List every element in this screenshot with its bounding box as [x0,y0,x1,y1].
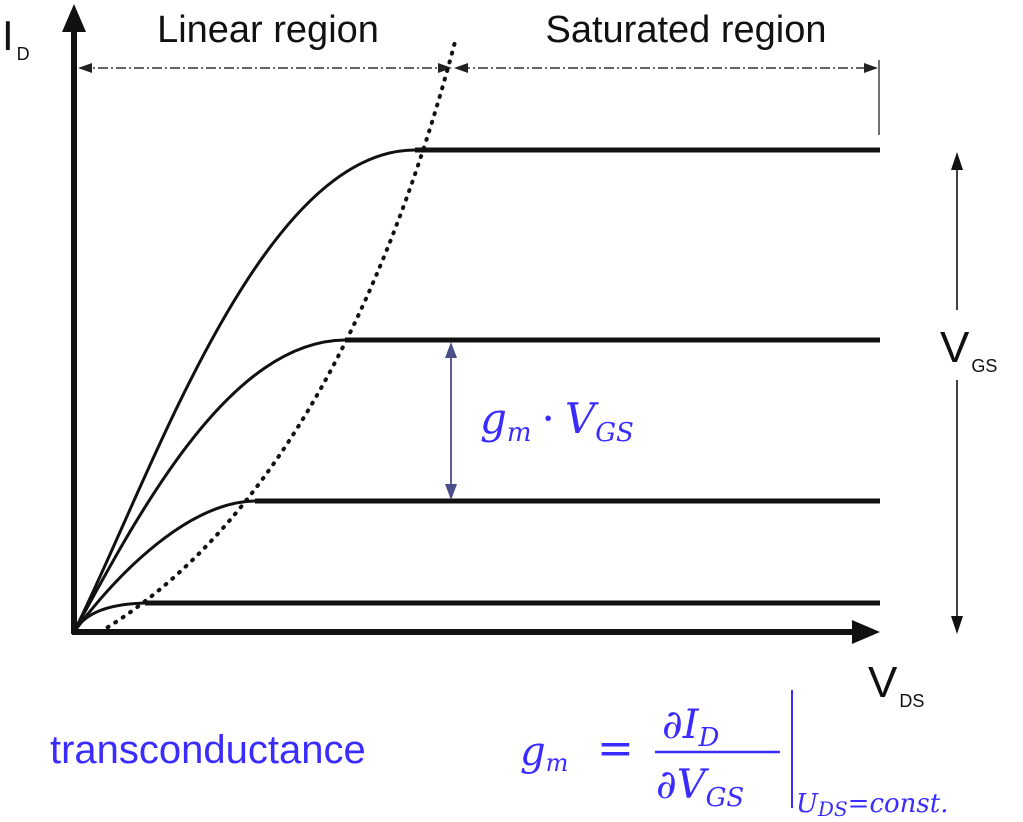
transconductance-word: transconductance [50,728,366,772]
saturated-region-label: Saturated region [546,9,827,51]
vgs-arrowhead-bottom [951,616,963,634]
saturated-right-arrowhead [864,63,878,73]
gm-arrowhead-top [445,342,457,358]
x-axis-label: V DS [868,658,924,711]
vgs-arrowhead-top [951,152,963,170]
saturation-boundary-curve [98,40,457,634]
gm-arrowhead-bottom [445,484,457,500]
characteristic-curve-4 [72,148,416,633]
characteristic-curve-3 [72,338,346,633]
gm-step-label: gm · VGS [480,394,634,448]
formula-equals: = [597,723,634,774]
vgs-label: V GS [940,323,997,376]
linear-right-arrowhead [438,63,452,73]
formula-denominator: ∂VGS [656,762,744,813]
characteristic-curve-2 [72,499,256,633]
vgs-label-background [935,310,1023,380]
linear-region-label: Linear region [157,9,379,51]
formula-numerator: ∂ID [662,702,720,753]
formula-lhs: gm [520,729,568,777]
linear-left-arrowhead [78,63,92,73]
formula-condition: UDS=const. [796,789,948,821]
saturated-left-arrowhead [454,63,468,73]
y-axis-arrowhead [62,4,86,32]
x-axis-arrowhead [852,620,880,644]
